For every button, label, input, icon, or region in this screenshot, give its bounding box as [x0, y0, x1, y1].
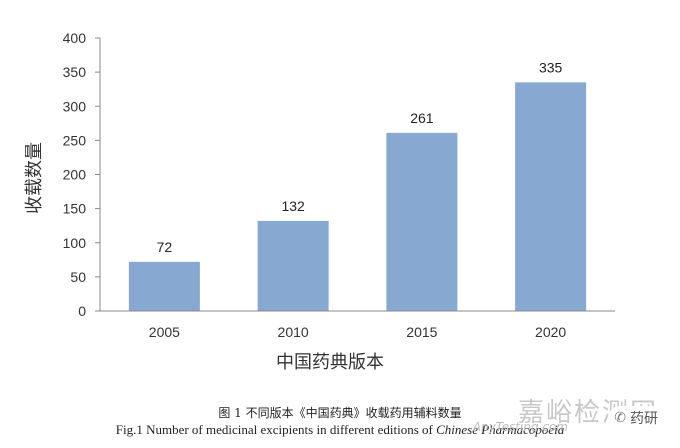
bar-2005 [128, 261, 200, 311]
bar-2010 [257, 220, 329, 311]
wechat-icon: ✆ [614, 410, 626, 426]
bar-chart: 0 50 100 150 200 250 300 350 400 72 132 261 335 200… [24, 30, 615, 373]
caption-english-italic: Chinese Pharmacopoeia [436, 422, 565, 437]
caption-english-text: Fig.1 Number of medicinal excipients in … [115, 422, 437, 437]
data-label-2020: 335 [539, 59, 563, 75]
y-tick-label-200: 200 [63, 167, 87, 183]
y-axis-ticks: 0 50 100 150 200 250 300 350 400 [63, 30, 100, 319]
watermark-badge: ✆ 药研 [608, 406, 666, 430]
y-tick-label-0: 0 [78, 303, 86, 319]
figure-caption-english: Fig.1 Number of medicinal excipients in … [0, 422, 680, 438]
x-tick-label-2015: 2015 [406, 324, 437, 340]
watermark-badge-text: 药研 [630, 411, 658, 427]
x-tick-label-2005: 2005 [149, 324, 180, 340]
y-tick-label-400: 400 [63, 30, 87, 46]
data-label-2005: 72 [157, 239, 173, 255]
data-label-2015: 261 [410, 110, 434, 126]
x-tick-label-2020: 2020 [535, 324, 566, 340]
y-tick-label-100: 100 [63, 235, 87, 251]
bar-2015 [386, 132, 458, 311]
y-tick-label-150: 150 [63, 201, 87, 217]
data-label-2010: 132 [281, 198, 305, 214]
y-tick-label-250: 250 [63, 132, 87, 148]
y-tick-label-350: 350 [63, 64, 87, 80]
y-tick-label-50: 50 [70, 269, 86, 285]
bars [128, 82, 587, 311]
figure-caption-chinese: 图 1 不同版本《中国药典》收载药用辅料数量 [218, 406, 462, 420]
bar-2020 [515, 82, 587, 311]
x-axis-ticks: 2005 2010 2015 2020 [149, 324, 567, 340]
watermark-english: AnyTesting.com [472, 420, 568, 434]
x-tick-label-2010: 2010 [278, 324, 309, 340]
x-axis-title: 中国药典版本 [276, 352, 384, 373]
data-labels: 72 132 261 335 [157, 59, 563, 254]
y-axis-title: 收载数量 [24, 142, 45, 214]
y-tick-label-300: 300 [63, 98, 87, 114]
